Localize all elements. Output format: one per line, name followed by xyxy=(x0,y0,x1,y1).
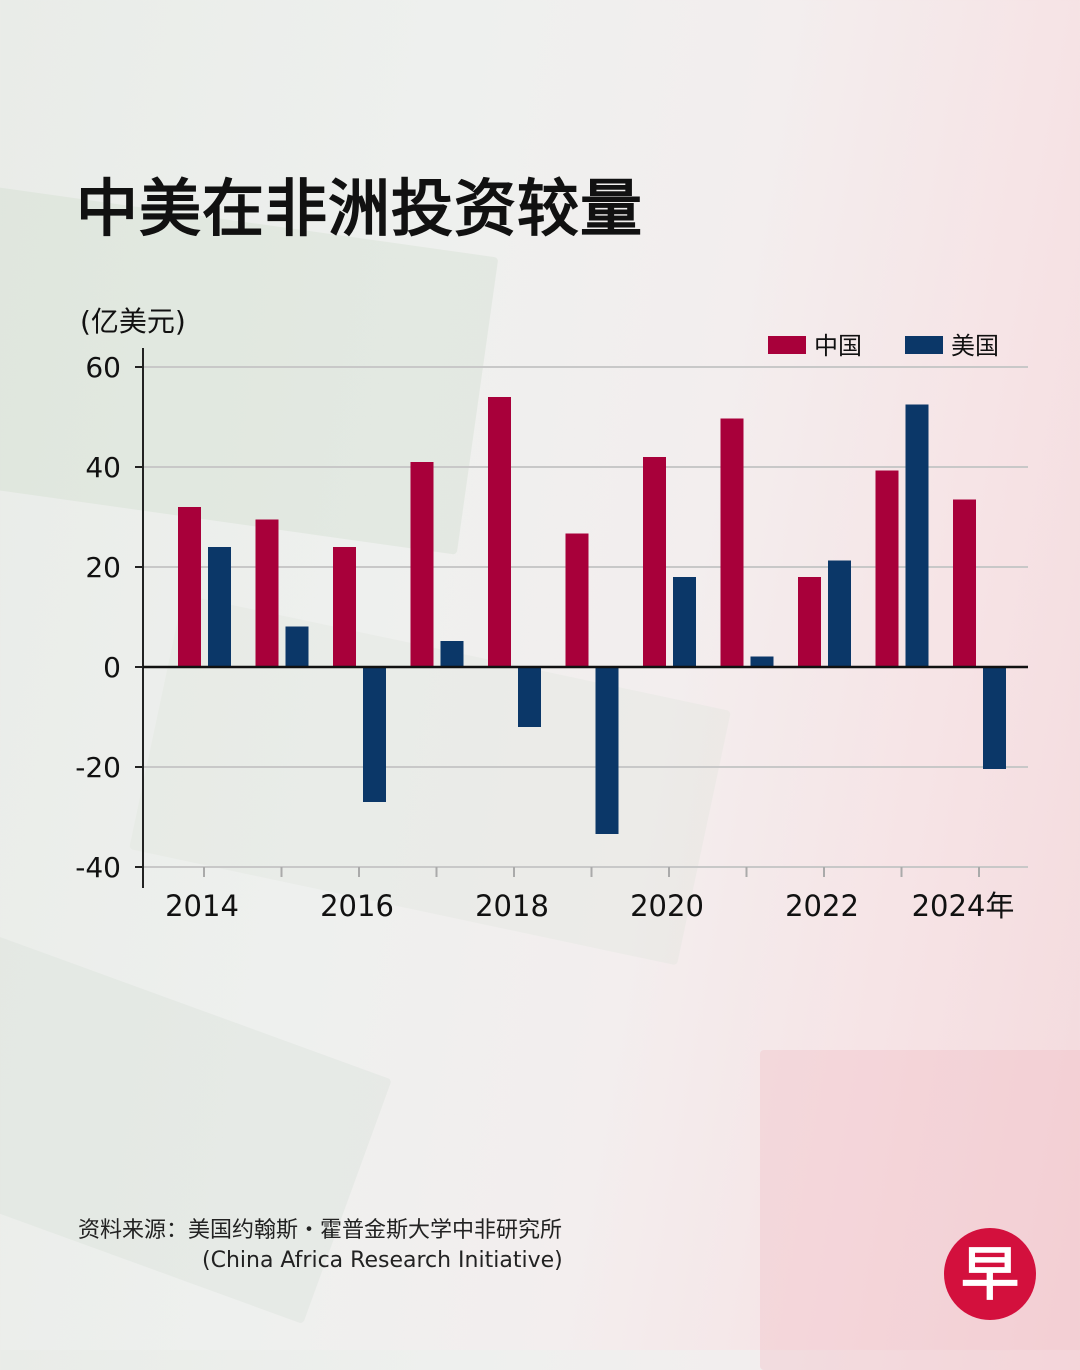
x-tick-label: 2022 xyxy=(785,889,859,923)
bar-usa-2018 xyxy=(518,667,541,727)
bar-usa-2019 xyxy=(595,667,619,834)
zaobao-logo: 早 xyxy=(944,1228,1036,1320)
x-tick-label: 2024年 xyxy=(912,889,1015,923)
x-tick-label: 2020 xyxy=(630,889,704,923)
y-tick-label: -40 xyxy=(75,851,121,884)
bar-usa-2022 xyxy=(828,560,851,667)
bar-china-2017 xyxy=(410,462,434,667)
legend-swatch-usa xyxy=(905,336,943,354)
bar-china-2023 xyxy=(875,470,899,667)
bar-usa-2023 xyxy=(905,404,929,667)
y-tick-label: 0 xyxy=(103,651,121,684)
bar-usa-2020 xyxy=(673,577,696,667)
source-english: (China Africa Research Initiative) xyxy=(202,1248,563,1273)
y-tick-label: -20 xyxy=(75,751,121,784)
bar-usa-2024 xyxy=(983,667,1006,769)
bar-china-2021 xyxy=(720,418,744,667)
x-tick-label: 2014 xyxy=(165,889,239,923)
bar-china-2016 xyxy=(333,547,356,667)
source-label: 资料来源：美国约翰斯・霍普金斯大学中非研究所 xyxy=(78,1218,563,1243)
x-tick-label: 2018 xyxy=(475,889,549,923)
y-axis-unit-label: (亿美元) xyxy=(80,305,186,338)
bar-usa-2015 xyxy=(285,626,309,667)
bar-china-2018 xyxy=(488,397,511,667)
bar-usa-2016 xyxy=(363,667,386,802)
bar-china-2020 xyxy=(643,457,666,667)
bar-usa-2017 xyxy=(440,641,464,667)
bar-china-2019 xyxy=(565,533,589,667)
source-note: 资料来源：美国约翰斯・霍普金斯大学中非研究所 (China Africa Res… xyxy=(78,1216,563,1276)
y-tick-label: 40 xyxy=(85,451,121,484)
bar-usa-2021 xyxy=(750,656,774,667)
legend-label-usa: 美国 xyxy=(951,332,999,360)
bar-china-2014 xyxy=(178,507,201,667)
y-tick-label: 20 xyxy=(85,551,121,584)
chart-title: 中美在非洲投资较量 xyxy=(76,172,644,245)
bar-china-2015 xyxy=(255,519,279,667)
bar-china-2022 xyxy=(798,577,821,667)
x-tick-label: 2016 xyxy=(320,889,394,923)
background-banknote xyxy=(760,1050,1080,1370)
bar-usa-2014 xyxy=(208,547,231,667)
bar-china-2024 xyxy=(953,499,976,667)
legend-label-china: 中国 xyxy=(814,332,862,360)
y-tick-label: 60 xyxy=(85,351,121,384)
legend-swatch-china xyxy=(768,336,806,354)
